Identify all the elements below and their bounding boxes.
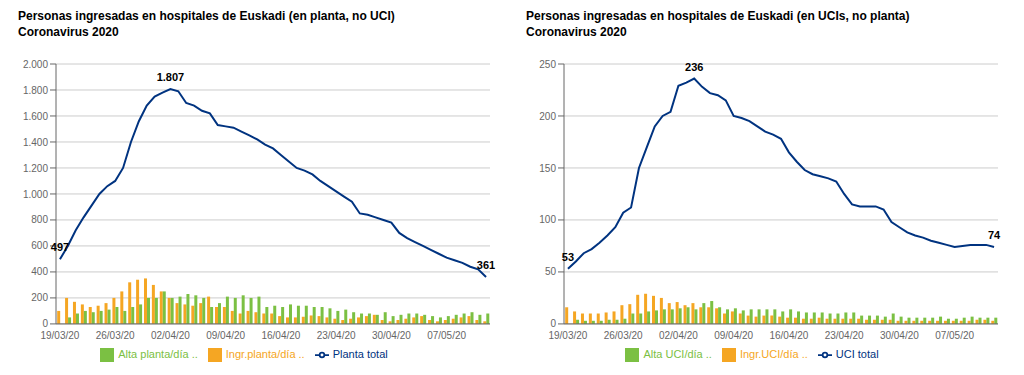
svg-text:09/04/20: 09/04/20 xyxy=(206,330,245,341)
svg-text:53: 53 xyxy=(562,251,574,263)
svg-text:0: 0 xyxy=(42,318,48,329)
svg-text:74: 74 xyxy=(988,229,1001,241)
html-text:UCI total: UCI total xyxy=(835,347,879,360)
svg-text:02/04/20: 02/04/20 xyxy=(151,330,190,341)
svg-text:16/04/20: 16/04/20 xyxy=(261,330,300,341)
svg-text:07/05/20: 07/05/20 xyxy=(427,330,466,341)
svg-text:07/05/20: 07/05/20 xyxy=(935,330,974,341)
svg-text:600: 600 xyxy=(31,240,48,251)
svg-text:200: 200 xyxy=(31,292,48,303)
svg-text:19/03/20: 19/03/20 xyxy=(548,330,587,341)
svg-text:26/03/20: 26/03/20 xyxy=(96,330,135,341)
svg-text:100: 100 xyxy=(539,214,556,225)
svg-text:1.800: 1.800 xyxy=(23,85,48,96)
svg-text:150: 150 xyxy=(539,163,556,174)
html-text:Planta total: Planta total xyxy=(332,347,388,360)
svg-text:1.000: 1.000 xyxy=(23,189,48,200)
html-text:Personas ingresadas en hospita: Personas ingresadas en hospitales de Eus… xyxy=(526,9,910,39)
svg-text:200: 200 xyxy=(539,111,556,122)
svg-text:400: 400 xyxy=(31,266,48,277)
html-text:Alta planta/día ..: Alta planta/día .. xyxy=(118,347,198,360)
svg-text:1.200: 1.200 xyxy=(23,163,48,174)
svg-text:30/04/20: 30/04/20 xyxy=(372,330,411,341)
svg-text:30/04/20: 30/04/20 xyxy=(880,330,919,341)
html-text:Ingr.planta/día ..: Ingr.planta/día .. xyxy=(225,347,305,360)
svg-text:800: 800 xyxy=(31,214,48,225)
svg-text:23/04/20: 23/04/20 xyxy=(825,330,864,341)
svg-text:236: 236 xyxy=(685,61,703,73)
svg-text:1.807: 1.807 xyxy=(157,71,185,83)
html-text:Ingr.UCI/día ..: Ingr.UCI/día .. xyxy=(739,347,808,360)
svg-text:250: 250 xyxy=(539,59,556,70)
svg-text:09/04/20: 09/04/20 xyxy=(714,330,753,341)
svg-text:26/03/20: 26/03/20 xyxy=(604,330,643,341)
svg-text:2.000: 2.000 xyxy=(23,59,48,70)
svg-text:361: 361 xyxy=(477,259,495,271)
svg-text:23/04/20: 23/04/20 xyxy=(317,330,356,341)
svg-text:0: 0 xyxy=(550,318,556,329)
svg-text:50: 50 xyxy=(545,266,557,277)
svg-text:16/04/20: 16/04/20 xyxy=(769,330,808,341)
html-text:Personas ingresadas en hospita: Personas ingresadas en hospitales de Eus… xyxy=(18,9,395,39)
svg-text:497: 497 xyxy=(51,241,69,253)
svg-text:02/04/20: 02/04/20 xyxy=(659,330,698,341)
svg-text:1.400: 1.400 xyxy=(23,137,48,148)
svg-text:19/03/20: 19/03/20 xyxy=(40,330,79,341)
html-text:Alta UCI/día ..: Alta UCI/día .. xyxy=(643,347,712,360)
svg-text:1.600: 1.600 xyxy=(23,111,48,122)
